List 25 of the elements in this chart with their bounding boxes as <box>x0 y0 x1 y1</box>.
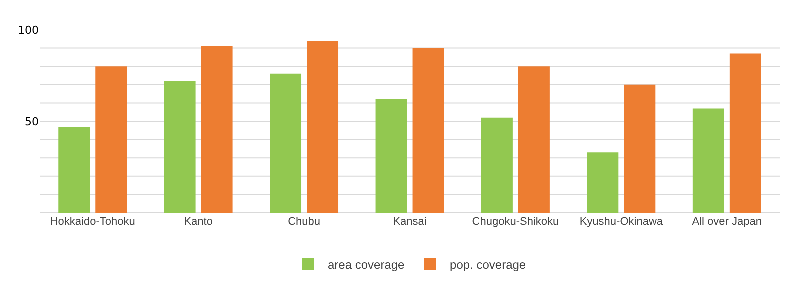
bar <box>58 126 90 213</box>
y-tick-label: 50 <box>25 115 39 128</box>
bar <box>201 46 233 213</box>
bar <box>412 48 444 213</box>
x-tick-label: Kyushu-Okinawa <box>580 216 664 228</box>
bar <box>96 66 128 213</box>
x-tick-label: Kanto <box>184 216 213 228</box>
bar <box>307 40 339 213</box>
bar <box>481 118 513 213</box>
x-tick-label: Chubu <box>288 216 320 228</box>
legend-label: area coverage <box>328 258 406 272</box>
x-tick-label: Hokkaido-Tohoku <box>50 216 136 228</box>
y-tick-label: 100 <box>18 24 39 37</box>
x-tick-label: Kansai <box>393 216 427 228</box>
x-tick-label: All over Japan <box>692 216 762 228</box>
legend-label: pop. coverage <box>450 258 526 272</box>
x-tick-label: Chugoku-Shikoku <box>472 216 560 228</box>
bar <box>692 108 724 213</box>
bar <box>376 100 408 213</box>
bar <box>518 66 550 213</box>
bar <box>164 81 196 213</box>
bar <box>730 54 762 213</box>
bar <box>624 84 656 213</box>
bar <box>270 74 302 213</box>
bar <box>587 152 619 213</box>
